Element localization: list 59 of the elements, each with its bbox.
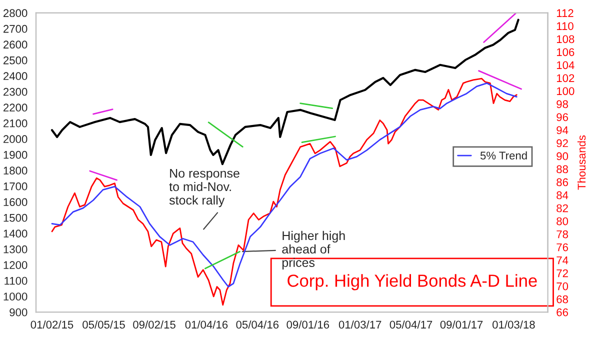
x-tick-label: 05/05/15 — [82, 320, 125, 329]
y2-tick-label: 80 — [556, 217, 568, 226]
x-tick-label: 05/04/16 — [236, 320, 279, 329]
y-tick-label: 2200 — [4, 104, 28, 112]
y-tick-label: 1000 — [4, 292, 28, 301]
y-tick-label: 1500 — [4, 214, 28, 222]
y2-tick-label: 102 — [556, 74, 574, 82]
y2-tick-label: 88 — [556, 165, 568, 174]
y-tick-label: 900 — [10, 308, 28, 316]
x-tick-label: 01/03/17 — [338, 320, 382, 329]
y2-tick-label: 66 — [556, 308, 568, 316]
y2-tick-label: 90 — [556, 152, 568, 160]
y2-tick-label: 94 — [556, 126, 568, 134]
y2-tick-label: 106 — [556, 48, 574, 56]
y-tick-label: 2000 — [4, 135, 28, 144]
y-tick-label: 2400 — [4, 72, 28, 80]
x-tick-label: 05/04/17 — [390, 320, 432, 329]
y-tick-label: 2700 — [4, 24, 28, 33]
y2-tick-label: 86 — [556, 178, 568, 186]
y2-tick-label: 68 — [556, 295, 568, 304]
y2-tick-label: 110 — [556, 22, 574, 30]
x-tick-label: 09/01/17 — [440, 320, 483, 329]
y2-tick-label: 98 — [556, 100, 568, 108]
y2-tick-label: 104 — [556, 61, 574, 70]
annotation: No response to mid-Nov. stock rally — [169, 168, 240, 208]
y-tick-label: 2800 — [4, 9, 28, 18]
y-tick-label: 1800 — [4, 166, 28, 175]
y-tick-label: 2500 — [4, 56, 28, 64]
y2-tick-label: 96 — [556, 113, 568, 122]
y-tick-label: 1400 — [4, 230, 28, 238]
x-tick-label: 01/02/15 — [30, 320, 74, 329]
annotation: Higher high ahead of prices — [282, 230, 345, 270]
y2-axis-title: Thousands — [577, 135, 586, 190]
y2-tick-label: 112 — [556, 9, 574, 17]
x-tick-label: 01/03/18 — [492, 320, 535, 329]
text: Corp. High Yield Bonds A-D Line — [288, 274, 537, 290]
y-tick-label: 1100 — [4, 276, 28, 285]
y2-tick-label: 108 — [556, 35, 574, 44]
y-tick-label: 1700 — [4, 182, 28, 190]
y2-tick-label: 100 — [556, 87, 574, 96]
x-tick-label: 09/01/16 — [286, 320, 330, 329]
y-tick-label: 2300 — [4, 88, 28, 96]
y-tick-label: 2100 — [4, 119, 28, 128]
y-tick-label: 2600 — [4, 40, 28, 49]
y2-tick-label: 78 — [556, 230, 568, 238]
y2-tick-label: 92 — [556, 139, 568, 148]
x-tick-label: 01/04/16 — [185, 320, 228, 329]
legend-label: 5% Trend — [480, 151, 527, 160]
y2-tick-label: 84 — [556, 191, 568, 200]
y-tick-label: 1200 — [4, 261, 28, 270]
y-tick-label: 1300 — [4, 245, 28, 254]
y2-tick-label: 72 — [556, 269, 568, 278]
y2-tick-label: 82 — [556, 204, 568, 212]
y-tick-label: 1600 — [4, 198, 28, 206]
x-tick-label: 09/02/15 — [133, 320, 176, 329]
y2-tick-label: 76 — [556, 243, 568, 252]
y-tick-label: 1900 — [4, 150, 28, 159]
y2-tick-label: 70 — [556, 282, 568, 290]
y2-tick-label: 74 — [556, 256, 568, 264]
